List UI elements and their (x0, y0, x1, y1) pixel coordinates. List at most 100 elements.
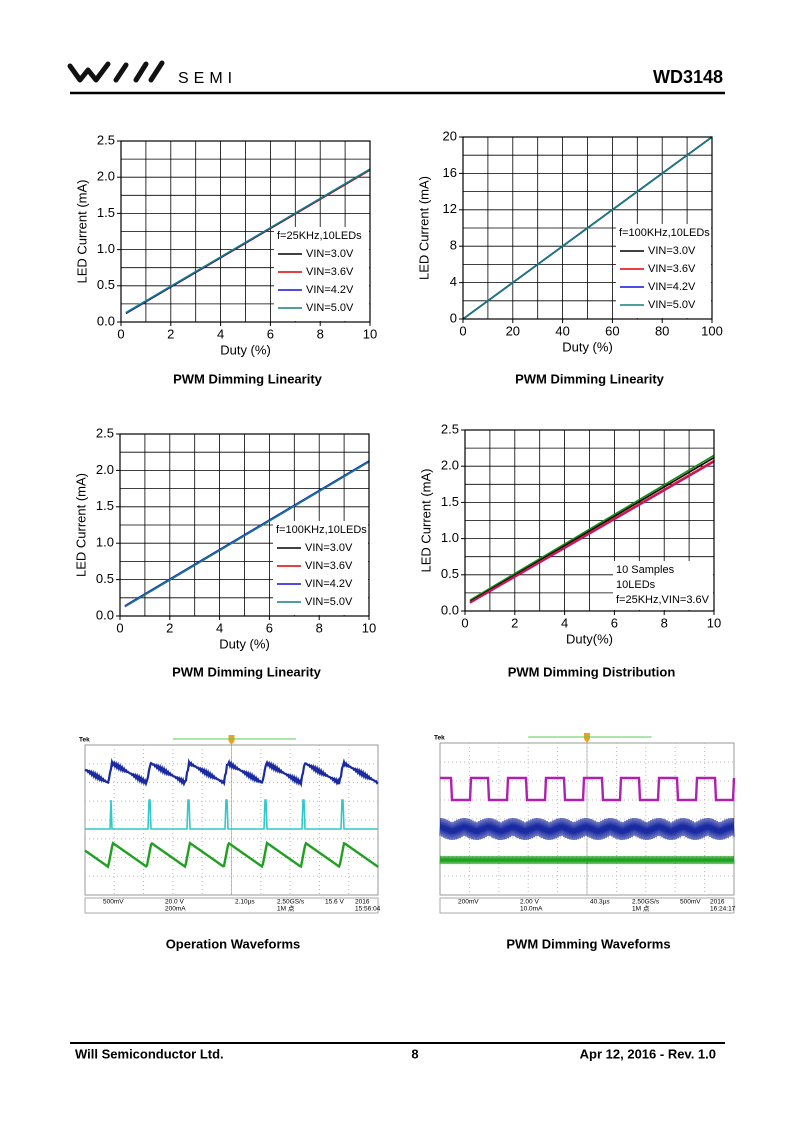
legend-label: VIN=3.0V (306, 248, 354, 260)
plot-frame (462, 136, 713, 320)
y-tick-label: 1.5 (97, 205, 115, 220)
brand: SEMI (178, 70, 237, 87)
annotation-box (613, 561, 713, 610)
x-tick-label: 2 (511, 615, 518, 630)
y-tick-label: 16 (443, 165, 457, 180)
x-tick-label: 0 (461, 615, 468, 630)
legend-box (616, 224, 711, 318)
x-tick-label: 8 (317, 326, 324, 341)
scope-status: 15.6 V (325, 899, 344, 906)
legend-title: f=25KHz,10LEDs (277, 230, 362, 242)
legend-label: VIN=3.0V (305, 542, 353, 554)
x-tick-label: 10 (363, 326, 377, 341)
y-axis-label: LED Current (mA) (74, 179, 89, 283)
x-tick-label: 2 (167, 326, 174, 341)
annotation: f=25KHz,VIN=3.6V (616, 594, 710, 606)
legend-label: VIN=5.0V (306, 302, 354, 314)
scope-screenshot: Tek 200mV 2.00 V10.0mA 40.3µs 2.50GS/s1M 点 50… (434, 733, 736, 914)
series-line (462, 136, 713, 320)
y-axis-label: LED Current (mA) (416, 176, 431, 280)
scope-status: 40.3µs (590, 899, 610, 906)
legend-box (274, 227, 369, 321)
annotation: 10LEDs (616, 579, 656, 591)
y-tick-label: 0.0 (96, 607, 114, 622)
x-tick-label: 0 (116, 620, 123, 635)
plot-frame (120, 140, 371, 323)
y-tick-label: 2.5 (97, 132, 115, 147)
series-line (124, 460, 370, 608)
legend-label: VIN=3.6V (305, 560, 353, 572)
legend-label: VIN=4.2V (306, 284, 354, 296)
legend-label: VIN=5.0V (648, 299, 696, 311)
y-axis-label: LED Current (mA) (73, 473, 88, 577)
x-axis-label: Duty (%) (220, 342, 271, 357)
y-tick-label: 1.0 (97, 241, 115, 256)
plot-frame (464, 429, 715, 612)
x-tick-label: 0 (117, 326, 124, 341)
chart-caption: PWM Dimming Distribution (508, 664, 676, 679)
legend-title: f=100KHz,10LEDs (619, 227, 710, 239)
footer-company: Will Semiconductor Ltd. (75, 1046, 224, 1061)
x-tick-label: 6 (266, 620, 273, 635)
x-tick-label: 8 (316, 620, 323, 635)
y-tick-label: 0.5 (97, 277, 115, 292)
y-tick-label: 1.5 (441, 494, 459, 509)
chart-caption: PWM Dimming Linearity (515, 371, 665, 386)
waveform (439, 855, 735, 865)
waveform (84, 757, 379, 788)
y-axis-label: LED Current (mA) (418, 468, 433, 572)
scope-brand: Tek (79, 737, 90, 744)
scope-status: 2.50GS/s (277, 899, 305, 906)
x-axis-label: Duty (%) (219, 636, 270, 651)
x-tick-label: 4 (561, 615, 568, 630)
scope-status-bar (84, 897, 379, 914)
x-tick-label: 4 (216, 620, 223, 635)
annotation: 10 Samples (616, 564, 675, 576)
y-tick-label: 4 (450, 274, 457, 289)
x-tick-label: 60 (605, 323, 619, 338)
x-tick-label: 100 (701, 323, 723, 338)
y-tick-label: 1.0 (96, 535, 114, 550)
y-tick-label: 2.0 (441, 458, 459, 473)
scope-status: 15:56:04 (355, 906, 381, 913)
x-tick-label: 0 (459, 323, 466, 338)
x-tick-label: 8 (661, 615, 668, 630)
scope-status: 20.0 V (165, 899, 184, 906)
logo (67, 60, 165, 83)
legend-label: VIN=5.0V (305, 596, 353, 608)
scope-status: 2.50GS/s (632, 899, 660, 906)
scope-caption: PWM Dimming Waveforms (506, 936, 670, 951)
x-tick-label: 80 (655, 323, 669, 338)
legend-label: VIN=4.2V (648, 281, 696, 293)
series-line (125, 168, 371, 314)
y-tick-label: 0 (450, 310, 457, 325)
logo-mark (113, 60, 165, 83)
x-tick-label: 6 (267, 326, 274, 341)
y-tick-label: 8 (450, 238, 457, 253)
y-tick-label: 2.5 (96, 425, 114, 440)
y-tick-label: 0.5 (96, 571, 114, 586)
series-line (469, 456, 715, 603)
chart-caption: PWM Dimming Linearity (172, 664, 322, 679)
x-axis-label: Duty(%) (566, 631, 613, 646)
y-tick-label: 12 (443, 201, 457, 216)
scope-status: 16:24:17 (710, 906, 736, 913)
waveform (84, 840, 379, 869)
x-tick-label: 20 (506, 323, 520, 338)
page-number: 8 (411, 1046, 418, 1061)
x-tick-label: 10 (362, 620, 376, 635)
y-tick-label: 2.0 (97, 169, 115, 184)
trigger-marker (584, 733, 590, 743)
trigger-marker (228, 735, 235, 745)
logo-mark (67, 61, 111, 83)
waveform (85, 799, 378, 830)
legend-label: VIN=3.6V (306, 266, 354, 278)
scope-status: 1M 点 (632, 905, 650, 913)
scope-status: 2016 (355, 899, 370, 906)
x-tick-label: 10 (707, 615, 721, 630)
x-tick-label: 6 (611, 615, 618, 630)
waveform (439, 817, 735, 841)
y-tick-label: 0.0 (97, 313, 115, 328)
series-line (469, 454, 715, 601)
